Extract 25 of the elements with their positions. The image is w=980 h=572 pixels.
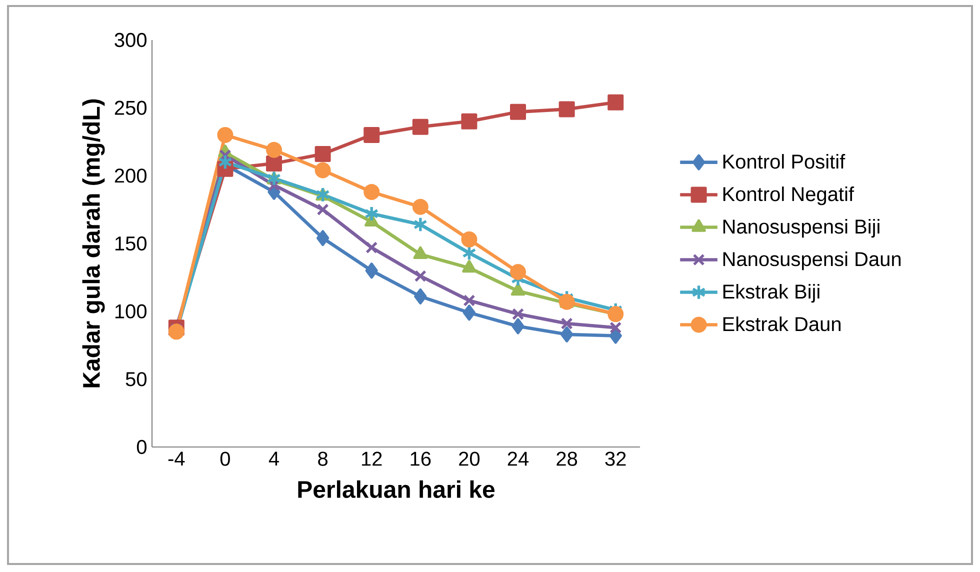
x-tick-label: -4 bbox=[168, 452, 185, 466]
y-tick-label: 150 bbox=[115, 236, 146, 251]
x-tick-label: 12 bbox=[362, 452, 382, 466]
y-tick-label: 100 bbox=[115, 304, 146, 318]
y-tick-label: 0 bbox=[136, 440, 146, 454]
legend-label: Ekstrak Biji bbox=[723, 284, 820, 303]
legend-label: Ekstrak Daun bbox=[723, 316, 840, 332]
y-tick-label: 200 bbox=[114, 168, 146, 183]
y-tick-label: 50 bbox=[126, 372, 146, 386]
y-axis-title: Kadar gula darah (mg/dL) bbox=[82, 99, 105, 388]
x-axis-title: Perlakuan hari ke bbox=[298, 480, 495, 498]
x-tick-label: 16 bbox=[410, 452, 431, 466]
x-tick-label: 32 bbox=[605, 452, 626, 466]
x-tick-label: 28 bbox=[556, 452, 578, 466]
x-tick-label: 8 bbox=[318, 452, 328, 466]
x-tick-label: 0 bbox=[220, 452, 230, 466]
legend-label: Nanosuspensi Daun bbox=[723, 252, 901, 270]
x-tick-label: 24 bbox=[508, 452, 529, 466]
legend-label: Nanosuspensi Biji bbox=[723, 219, 880, 238]
legend-label: Kontrol Positif bbox=[723, 154, 846, 169]
y-tick-label: 250 bbox=[114, 100, 146, 115]
x-tick-label: 4 bbox=[268, 452, 279, 466]
x-tick-label: 20 bbox=[459, 452, 480, 466]
y-tick-label: 300 bbox=[114, 32, 146, 48]
legend-label: Kontrol Negatif bbox=[723, 186, 854, 206]
